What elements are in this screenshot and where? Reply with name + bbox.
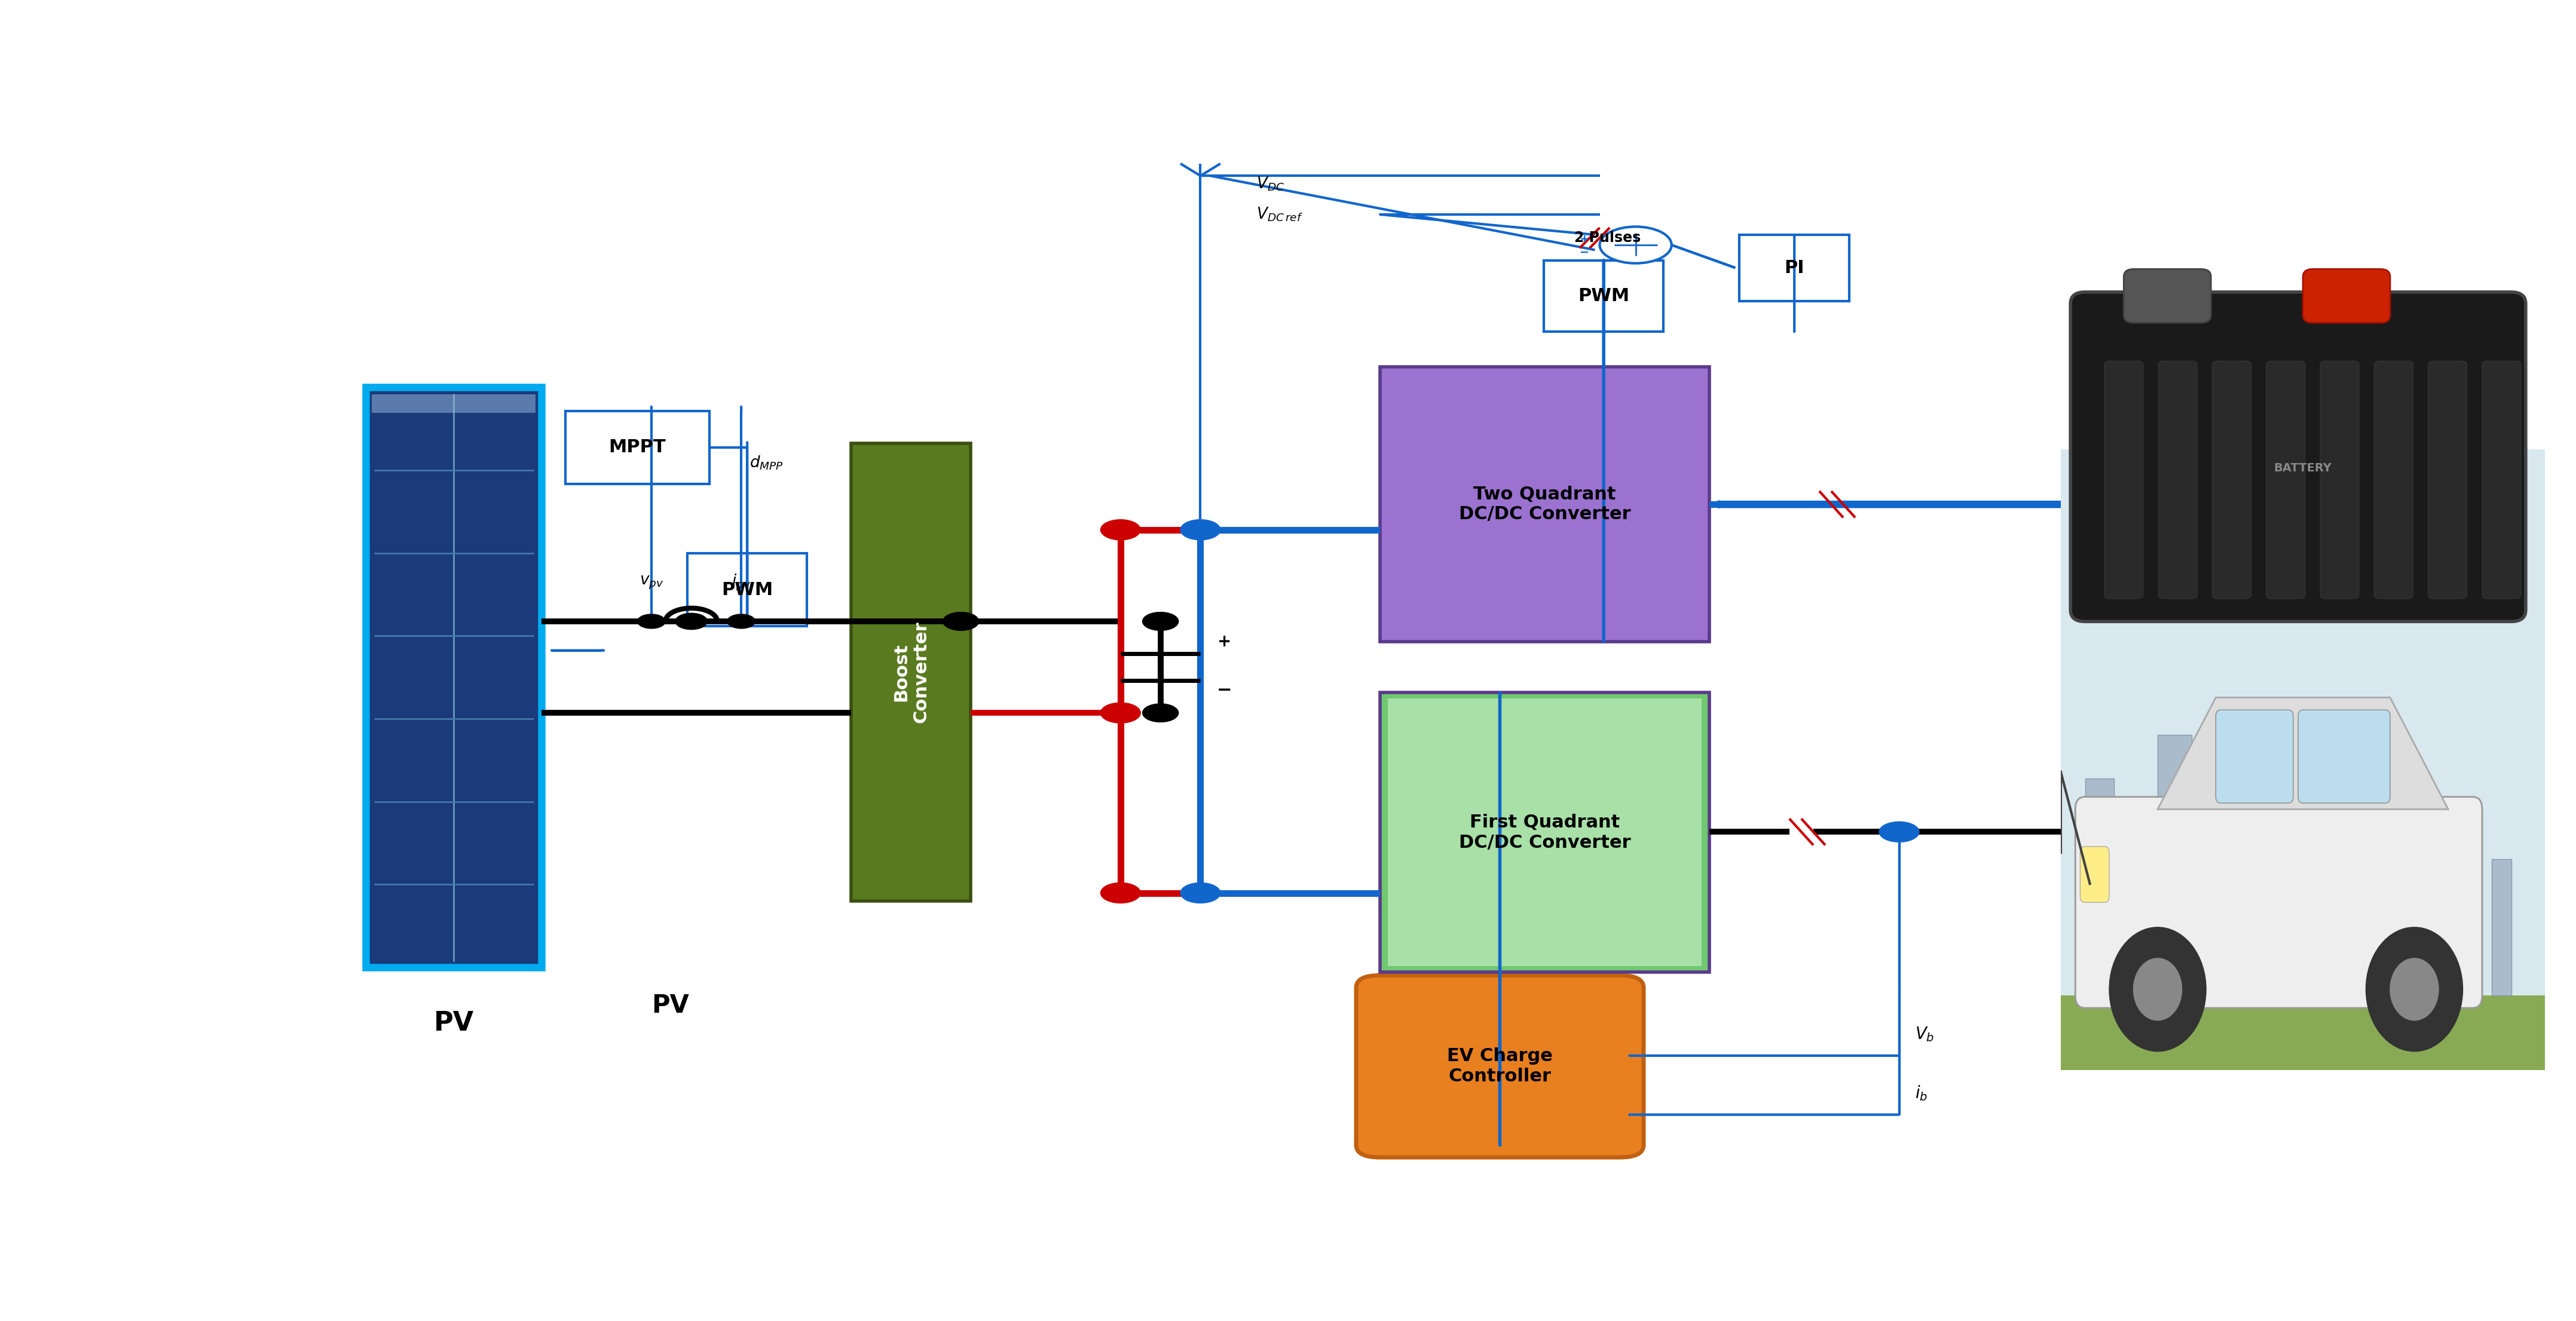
Text: PV: PV <box>433 1011 474 1036</box>
FancyBboxPatch shape <box>1388 699 1703 966</box>
FancyBboxPatch shape <box>2159 734 2192 996</box>
FancyBboxPatch shape <box>2303 269 2391 322</box>
Circle shape <box>1180 519 1221 540</box>
Text: BATTERY: BATTERY <box>2275 462 2331 474</box>
Circle shape <box>1100 519 1141 540</box>
FancyBboxPatch shape <box>2213 361 2251 598</box>
Text: EV Charge
Controller: EV Charge Controller <box>1448 1048 1553 1085</box>
FancyBboxPatch shape <box>1543 260 1664 332</box>
Circle shape <box>1144 704 1177 723</box>
FancyBboxPatch shape <box>850 444 971 901</box>
FancyBboxPatch shape <box>2081 847 2110 902</box>
Text: −: − <box>1216 682 1231 699</box>
Text: $i_b$: $i_b$ <box>1914 1085 1927 1103</box>
FancyBboxPatch shape <box>2491 859 2512 996</box>
FancyBboxPatch shape <box>2267 361 2306 598</box>
Text: $d_{MPP}$: $d_{MPP}$ <box>750 454 783 472</box>
FancyBboxPatch shape <box>2298 709 2391 803</box>
Circle shape <box>2110 927 2205 1052</box>
Circle shape <box>1600 227 1672 263</box>
Circle shape <box>1880 822 1919 841</box>
Circle shape <box>1180 882 1221 904</box>
Circle shape <box>2365 927 2463 1052</box>
Text: $v_{pv}$: $v_{pv}$ <box>639 575 665 590</box>
Text: PWM: PWM <box>721 581 773 598</box>
FancyBboxPatch shape <box>2159 361 2197 598</box>
Circle shape <box>1144 612 1177 630</box>
FancyBboxPatch shape <box>1381 367 1710 642</box>
FancyBboxPatch shape <box>371 395 536 413</box>
FancyBboxPatch shape <box>2105 361 2143 598</box>
Text: $V_{DC\,ref}$: $V_{DC\,ref}$ <box>1257 206 1303 223</box>
Circle shape <box>1100 882 1141 904</box>
FancyBboxPatch shape <box>2215 709 2293 803</box>
Text: PWM: PWM <box>1579 287 1631 305</box>
Circle shape <box>675 613 708 630</box>
Text: $i_{pv}$: $i_{pv}$ <box>732 573 750 592</box>
Polygon shape <box>2159 697 2447 810</box>
Circle shape <box>636 614 665 629</box>
FancyBboxPatch shape <box>2458 810 2483 996</box>
Circle shape <box>943 612 979 630</box>
Text: $V_{DC}$: $V_{DC}$ <box>1257 176 1285 193</box>
FancyBboxPatch shape <box>2123 269 2210 322</box>
Text: +: + <box>1218 633 1231 650</box>
FancyBboxPatch shape <box>1355 975 1643 1157</box>
Circle shape <box>2133 958 2182 1020</box>
FancyBboxPatch shape <box>2429 361 2468 598</box>
FancyBboxPatch shape <box>2483 361 2522 598</box>
Text: Two Quadrant
DC/DC Converter: Two Quadrant DC/DC Converter <box>1458 486 1631 523</box>
Text: −: − <box>1579 247 1589 258</box>
FancyBboxPatch shape <box>2321 361 2360 598</box>
Circle shape <box>726 614 755 629</box>
FancyBboxPatch shape <box>1381 692 1710 972</box>
Text: Boost
Converter: Boost Converter <box>891 621 930 723</box>
Text: PV: PV <box>652 993 688 1018</box>
Text: First Quadrant
DC/DC Converter: First Quadrant DC/DC Converter <box>1458 814 1631 851</box>
FancyBboxPatch shape <box>2071 292 2524 622</box>
Text: $V_b$: $V_b$ <box>1914 1025 1935 1044</box>
FancyBboxPatch shape <box>2084 778 2115 996</box>
Text: 2 Pulses: 2 Pulses <box>1574 231 1641 244</box>
Text: PI: PI <box>1785 259 1803 276</box>
Circle shape <box>2391 958 2439 1020</box>
FancyBboxPatch shape <box>1739 235 1850 301</box>
Text: MPPT: MPPT <box>608 439 667 456</box>
FancyBboxPatch shape <box>567 411 708 483</box>
FancyBboxPatch shape <box>688 553 806 626</box>
Text: +: + <box>1579 234 1589 246</box>
FancyBboxPatch shape <box>2375 361 2414 598</box>
FancyBboxPatch shape <box>2061 449 2545 1070</box>
FancyBboxPatch shape <box>2123 822 2143 996</box>
FancyBboxPatch shape <box>2061 996 2545 1070</box>
FancyBboxPatch shape <box>2076 797 2483 1008</box>
FancyBboxPatch shape <box>366 387 541 967</box>
Circle shape <box>1100 703 1141 723</box>
